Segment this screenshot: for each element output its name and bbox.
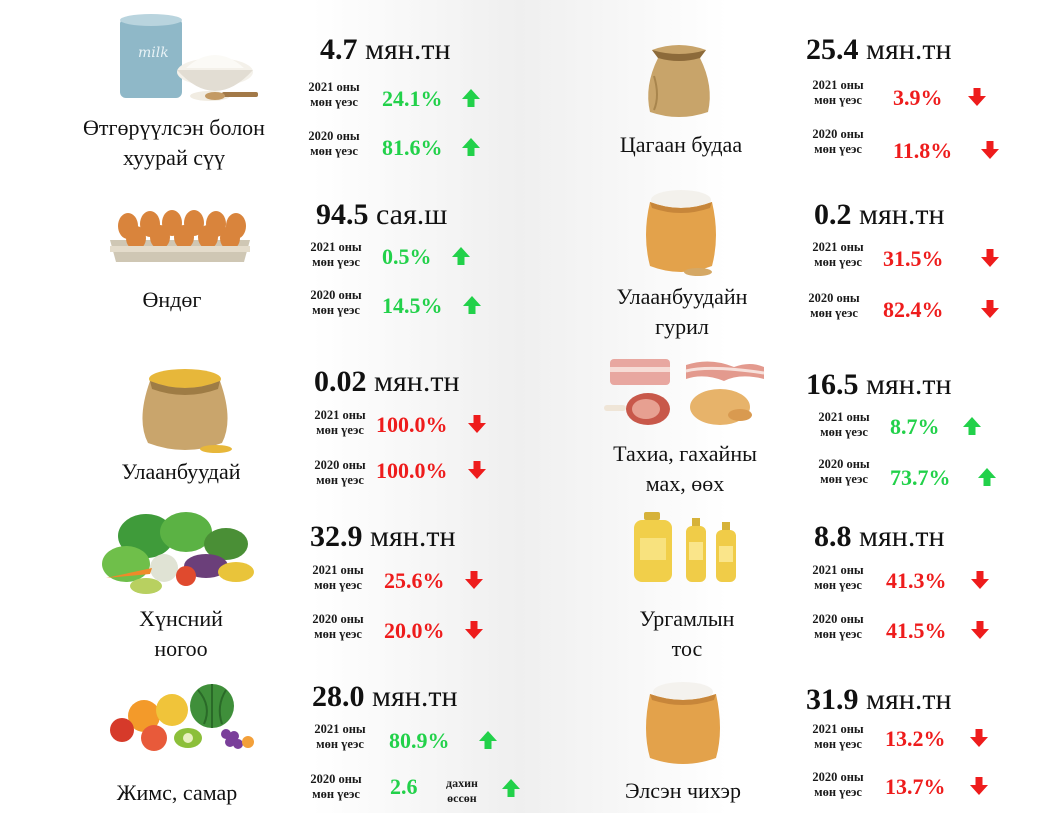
arrow-down-icon [968,88,986,106]
compare-2020-pct: 14.5% [382,293,443,318]
arrow-up-icon [462,138,480,156]
compare-2020-pct: 11.8% [893,138,953,163]
compare-2021-label: 2021 оны мөн үеэс [812,563,864,592]
arrow-down-icon [468,415,486,433]
item-value: 31.9 мян.тн [806,683,952,716]
compare-2021-label: 2021 оны мөн үеэс [308,80,360,109]
compare-2021-pct: 80.9% [389,728,450,753]
compare-2020-label: 2020 оны мөн үеэс [314,458,366,487]
compare-2021-label: 2021 оны мөн үеэс [812,722,864,751]
item-value: 16.5 мян.тн [806,368,952,401]
compare-2021-label: 2021 оны мөн үеэс [314,722,366,751]
item-value: 0.2 мян.тн [814,198,945,231]
milk-powder-icon: milk [120,14,258,101]
wheat-sack-icon [142,369,232,453]
compare-2021-pct: 25.6% [384,568,445,593]
item-value: 8.8 мян.тн [814,520,945,553]
compare-2020-label: 2020 оны мөн үеэс [808,291,860,320]
compare-2021-label: 2021 оны мөн үеэс [812,240,864,269]
compare-2021-pct: 24.1% [382,86,443,111]
arrow-up-icon [479,731,497,749]
compare-2021-label: 2021 оны мөн үеэс [818,410,870,439]
item-name: Жимс, самар [116,780,238,805]
compare-2020-pct: 2.6 [390,774,418,799]
compare-2020-label: 2020 оны мөн үеэс [308,129,360,158]
item-name: Улаанбуудайн гурил [616,284,748,339]
arrow-up-icon [502,779,520,797]
oil-bottles-icon [634,512,736,582]
compare-2021-label: 2021 оны мөн үеэс [812,78,864,107]
compare-2020-label: 2020 оны мөн үеэс [812,612,864,641]
arrow-up-icon [462,89,480,107]
arrow-up-icon [978,468,996,486]
item-name: Элсэн чихэр [625,778,741,803]
compare-2020-pct: 100.0% [376,458,448,483]
compare-2021-label: 2021 оны мөн үеэс [314,408,366,437]
compare-2021-pct: 13.2% [885,726,946,751]
egg-tray-icon [110,210,250,262]
item-value: 25.4 мян.тн [806,33,952,66]
compare-2020-label: 2020 оны мөн үеэс [812,127,864,156]
meat-icon [604,359,765,425]
compare-2020-pct: 20.0% [384,618,445,643]
item-value: 4.7 мян.тн [320,33,451,66]
compare-2021-pct: 8.7% [890,414,940,439]
vegetables-icon [102,512,254,594]
compare-2020-pct: 73.7% [890,465,951,490]
compare-2020-label: 2020 оны мөн үеэс [310,288,362,317]
compare-2020-pct: 82.4% [883,297,944,322]
compare-2021-pct: 0.5% [382,244,432,269]
item-name: Өтгөрүүлсэн болон хуурай сүү [83,115,265,170]
compare-2020-label: 2020 оны мөн үеэс [312,612,364,641]
item-value: 28.0 мян.тн [312,680,458,713]
compare-2021-label: 2021 оны мөн үеэс [312,563,364,592]
item-name: Улаанбуудай [121,459,241,484]
item-name: Ургамлын тос [639,606,735,661]
item-name: Хүнсний ногоо [139,606,223,661]
compare-2020-pct: 41.5% [886,618,947,643]
arrow-down-icon [971,621,989,639]
item-value: 0.02 мян.тн [314,365,460,398]
item-value: 32.9 мян.тн [310,520,456,553]
arrow-up-icon [963,417,981,435]
item-name: Цагаан будаа [619,132,743,157]
arrow-down-icon [468,461,486,479]
compare-2021-pct: 31.5% [883,246,944,271]
compare-2020-pct: 13.7% [885,774,946,799]
compare-2020-label: 2020 оны мөн үеэс [818,457,870,486]
compare-2021-pct: 100.0% [376,412,448,437]
flour-sack-icon [646,190,716,276]
svg-text:milk: milk [138,45,169,61]
arrow-down-icon [465,621,483,639]
compare-2020-pct: 81.6% [382,135,443,160]
compare-2021-pct: 41.3% [886,568,947,593]
growth-note: дахин өссөн [446,776,478,805]
compare-2020-label: 2020 оны мөн үеэс [310,772,362,801]
fruits-icon [110,684,254,751]
item-value: 94.5 сая.ш [316,198,448,231]
arrow-down-icon [981,141,999,159]
arrow-down-icon [981,300,999,318]
item-name: Тахиа, гахайны мах, өөх [613,441,757,496]
rice-sack-icon [648,45,710,117]
sugar-sack-icon [646,682,720,764]
arrow-up-icon [452,247,470,265]
arrow-up-icon [463,296,481,314]
item-name: Өндөг [142,287,202,312]
arrow-down-icon [970,729,988,747]
compare-2021-pct: 3.9% [893,85,943,110]
arrow-down-icon [465,571,483,589]
arrow-down-icon [971,571,989,589]
arrow-down-icon [981,249,999,267]
compare-2021-label: 2021 оны мөн үеэс [310,240,362,269]
arrow-down-icon [970,777,988,795]
compare-2020-label: 2020 оны мөн үеэс [812,770,864,799]
